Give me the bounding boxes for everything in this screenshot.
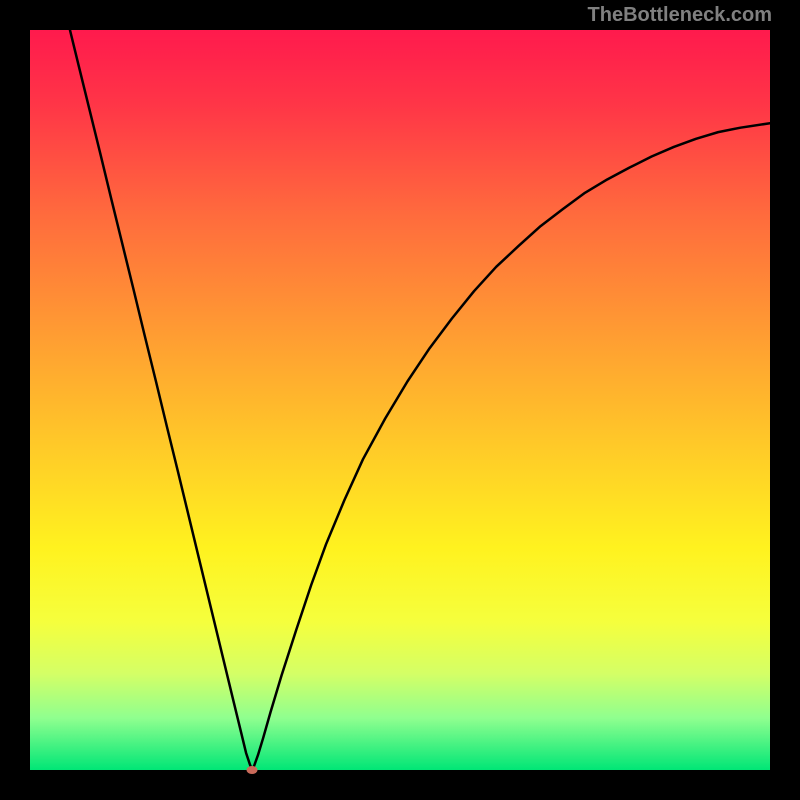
watermark-text: TheBottleneck.com (588, 4, 772, 27)
curve-layer (0, 0, 800, 800)
bottleneck-curve (70, 30, 770, 770)
minimum-marker (247, 766, 258, 774)
chart-container: TheBottleneck.com (0, 0, 800, 800)
